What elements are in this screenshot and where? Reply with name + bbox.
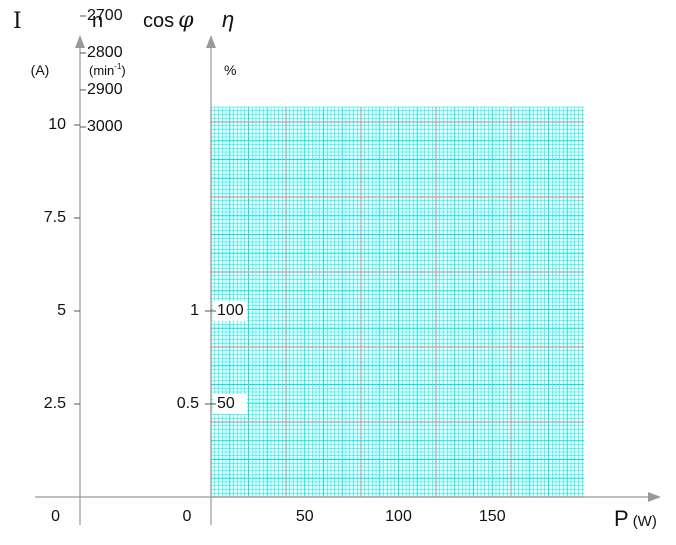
efficiency-tick-label: 50 bbox=[217, 395, 235, 412]
cosphi-axis-label: cos φ bbox=[143, 8, 194, 33]
efficiency-tick-background bbox=[213, 394, 247, 414]
axes bbox=[35, 35, 661, 525]
cosphi-tick-label: 1 bbox=[190, 302, 199, 319]
current-axis-unit: (A) bbox=[31, 62, 50, 78]
current-tick-label: 0 bbox=[51, 508, 60, 525]
x-axis-arrow bbox=[648, 492, 661, 502]
current-tick-label: 5 bbox=[57, 302, 66, 319]
x-tick-label: 100 bbox=[385, 508, 412, 525]
graph-paper-grid bbox=[210, 106, 584, 498]
current-speed-axis-arrow bbox=[75, 35, 85, 48]
x-tick-label: 150 bbox=[479, 508, 506, 525]
efficiency-tick-background bbox=[213, 301, 247, 321]
speed-axis-unit: (min-1) bbox=[89, 62, 126, 78]
speed-tick-label: 3000 bbox=[87, 118, 123, 135]
speed-tick-label: 2800 bbox=[87, 44, 123, 61]
speed-tick-label: 2700 bbox=[87, 7, 123, 24]
speed-tick-label: 2900 bbox=[87, 81, 123, 98]
x-tick-label: 50 bbox=[296, 508, 314, 525]
cosphi-tick-label: 0.5 bbox=[177, 395, 199, 412]
current-tick-label: 2.5 bbox=[44, 395, 66, 412]
current-tick-label: 7.5 bbox=[44, 209, 66, 226]
speed-axis-label: n bbox=[92, 10, 103, 32]
cosphi-efficiency-axis-arrow bbox=[206, 35, 216, 48]
current-tick-label: 10 bbox=[48, 116, 66, 133]
efficiency-axis-label: η bbox=[222, 7, 234, 32]
efficiency-axis-unit: % bbox=[224, 62, 236, 78]
efficiency-tick-label: 100 bbox=[217, 302, 244, 319]
x-axis-label: P (W) bbox=[614, 506, 657, 531]
current-axis-label: I bbox=[13, 9, 22, 34]
tick-labels: 0 50 100 15002.557.51027002800290030000.515… bbox=[44, 7, 506, 525]
x-tick-label: 0 bbox=[183, 508, 192, 525]
